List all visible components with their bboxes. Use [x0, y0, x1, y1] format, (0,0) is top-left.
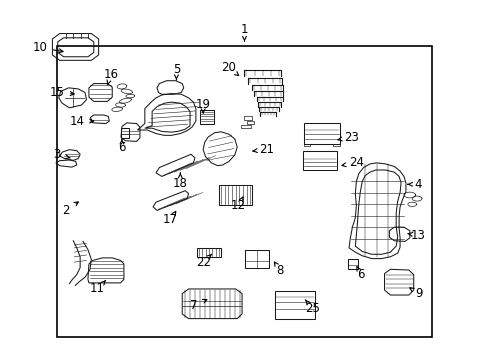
- Bar: [240, 125, 251, 128]
- Bar: [57, 46, 431, 337]
- Bar: [303, 123, 340, 144]
- Bar: [347, 258, 358, 269]
- Text: 10: 10: [33, 41, 48, 54]
- Bar: [120, 128, 129, 138]
- Bar: [274, 291, 314, 319]
- Text: 25: 25: [305, 302, 319, 315]
- Text: 6: 6: [118, 141, 125, 154]
- Text: 2: 2: [62, 204, 70, 217]
- Text: 6: 6: [357, 268, 364, 281]
- Text: 11: 11: [90, 283, 105, 296]
- Text: 14: 14: [69, 114, 84, 127]
- Text: 4: 4: [414, 178, 422, 191]
- Bar: [197, 248, 221, 257]
- Bar: [243, 116, 252, 120]
- Text: 12: 12: [231, 198, 245, 212]
- Text: 19: 19: [195, 99, 210, 112]
- Text: 21: 21: [258, 143, 273, 156]
- Text: 17: 17: [163, 213, 178, 226]
- Bar: [302, 152, 336, 170]
- Text: 3: 3: [54, 148, 61, 162]
- Text: 13: 13: [410, 229, 425, 242]
- Bar: [219, 185, 252, 205]
- Bar: [246, 121, 253, 124]
- Bar: [200, 110, 214, 123]
- Text: 22: 22: [195, 256, 210, 269]
- Text: 8: 8: [276, 264, 283, 276]
- Text: 9: 9: [414, 287, 422, 300]
- Text: 20: 20: [221, 61, 236, 74]
- Text: 1: 1: [240, 23, 248, 36]
- Text: 24: 24: [348, 156, 363, 169]
- Text: 5: 5: [172, 63, 180, 76]
- Bar: [245, 250, 268, 267]
- Text: 15: 15: [50, 86, 64, 99]
- Text: 16: 16: [103, 68, 118, 81]
- Text: 18: 18: [173, 177, 187, 190]
- Text: 23: 23: [344, 131, 358, 144]
- Text: 7: 7: [189, 299, 197, 312]
